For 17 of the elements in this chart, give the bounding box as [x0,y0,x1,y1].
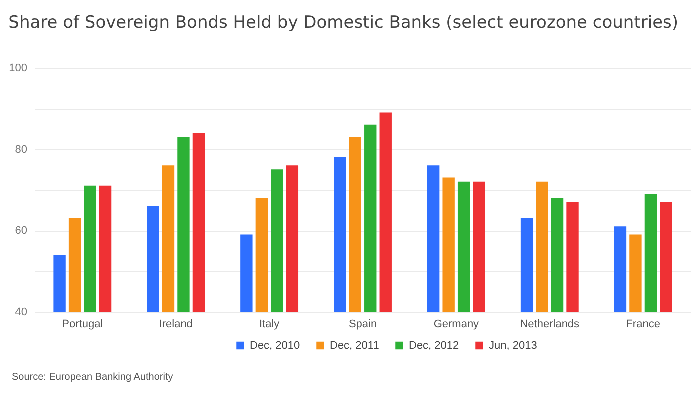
legend-label: Jun, 2013 [489,340,538,352]
x-tick-label: Portugal [62,318,104,330]
x-tick-label: Italy [259,318,280,330]
legend-label: Dec, 2011 [330,340,380,352]
x-tick-label: Ireland [159,318,193,330]
y-tick-label: 100 [9,62,28,74]
x-tick-label: Netherlands [520,318,580,330]
y-tick-label: 40 [15,306,28,318]
x-tick-label: Germany [434,318,480,330]
legend-label: Dec, 2012 [409,340,460,352]
y-tick-label: 60 [15,225,28,238]
y-tick-label: 80 [15,144,28,156]
legend-label: Dec, 2010 [250,340,300,352]
x-tick-label: Spain [348,318,378,330]
chart-title: Share of Sovereign Bonds Held by Domestic Banks (select eurozone countries) [8,13,679,33]
source-note: Source: European Banking Authority [12,372,174,383]
x-tick-label: France [626,318,660,330]
